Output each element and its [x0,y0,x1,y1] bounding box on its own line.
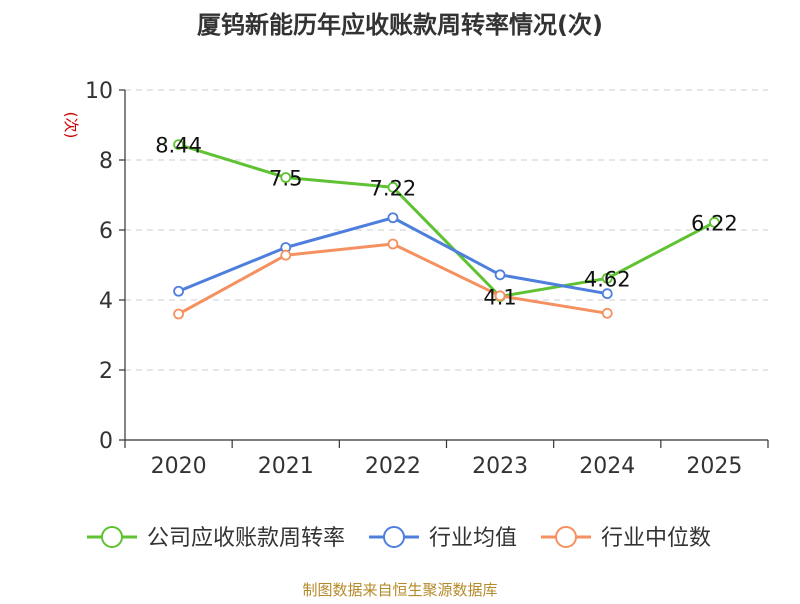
y-tick-label-8: 8 [99,149,113,174]
legend-item-0[interactable]: 公司应收账款周转率 [87,526,345,551]
data-label-2022: 7.22 [370,176,417,200]
x-tick-label-2023: 2023 [472,454,528,479]
point-s0-2020 [173,139,184,151]
point-s0-2024 [601,272,613,284]
x-tick-label-2024: 2024 [579,454,635,479]
point-s2-2021 [280,249,292,261]
y-tick-label-6: 6 [99,219,113,244]
y-tick-label-2: 2 [99,359,113,384]
x-tick-label-2022: 2022 [365,454,421,479]
series [173,139,720,320]
x-tick-label-2021: 2021 [258,454,314,479]
point-s1-2022 [387,212,399,224]
y-axis-label: (次) [62,112,80,139]
y-tick-label-4: 4 [99,289,113,314]
point-s1-2020 [173,285,184,297]
series-line-0 [178,143,716,298]
data-label-2021: 7.5 [269,167,302,191]
point-s0-2021 [280,172,292,183]
legend-label-0: 公司应收账款周转率 [147,526,345,551]
series-line-1 [178,216,608,296]
data-label-2024: 4.62 [584,267,631,291]
grid [125,89,768,371]
legend-swatch-marker-2 [555,526,577,548]
data-label-2020: 8.44 [155,134,202,158]
legend[interactable]: 公司应收账款周转率 行业均值 行业中位数 [87,526,711,551]
point-s1-2023 [494,269,506,281]
data-label-2025: 6.22 [691,211,738,235]
axes: 0 2 4 6 8 10 2020 2021 2022 2023 2024 2025 [85,79,769,479]
legend-swatch-marker-0 [101,526,123,548]
point-s2-2022 [387,238,399,250]
source-note: 制图数据来自恒生聚源数据库 [302,581,497,599]
chart-title: 厦钨新能历年应收账款周转率情况(次) [197,11,603,39]
legend-label-1: 行业均值 [429,526,517,551]
y-tick-label-10: 10 [85,79,113,104]
point-s2-2020 [173,308,184,320]
legend-item-2[interactable]: 行业中位数 [541,526,711,551]
point-s0-2022 [387,181,399,193]
data-labels: 8.44 7.5 7.22 4.1 4.62 6.22 [155,134,738,310]
legend-label-2: 行业中位数 [601,526,711,551]
legend-swatch-marker-1 [383,526,405,548]
series-line-2 [177,242,608,316]
x-tick-label-2020: 2020 [151,454,207,479]
data-label-2023: 4.1 [483,286,516,310]
x-tick-label-2025: 2025 [686,454,742,479]
point-s2-2023 [494,290,506,302]
point-s2-2024 [601,307,613,319]
legend-item-1[interactable]: 行业均值 [369,526,517,551]
point-s0-2025 [709,216,720,228]
point-s1-2024 [601,288,613,300]
y-tick-label-0: 0 [99,429,113,454]
